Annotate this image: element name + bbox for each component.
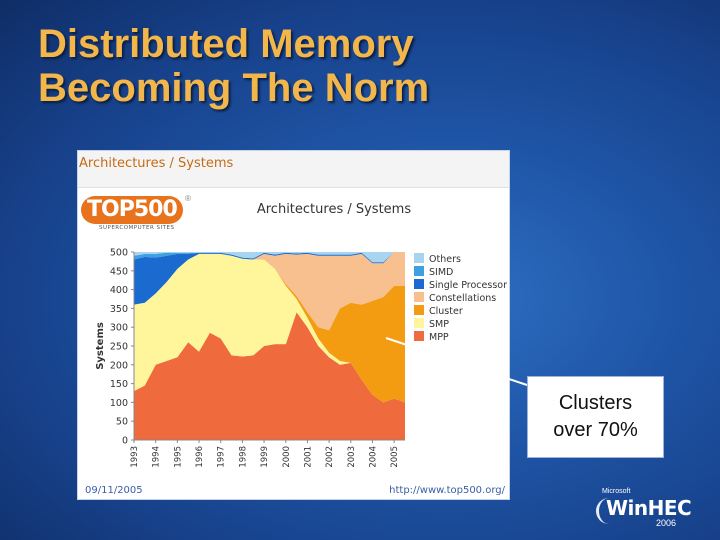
area-mpp: [134, 312, 405, 440]
footer-date: 09/11/2005: [85, 485, 143, 496]
x-tick-label: 2001: [303, 446, 313, 468]
callout-line1: Clusters: [558, 392, 633, 414]
legend-label-smp: SMP: [429, 319, 449, 330]
chart-title: Architectures / Systems: [257, 202, 411, 217]
legend-swatch-others: [414, 253, 424, 263]
panel-header-text: Architectures / Systems: [79, 156, 234, 171]
x-tick-label: 2002: [325, 446, 335, 468]
x-tick-label: 1995: [173, 446, 183, 468]
callout-box: Clusters over 70%: [527, 376, 664, 458]
legend-swatch-constellations: [414, 292, 424, 302]
callout-line: [385, 337, 528, 386]
legend-swatch-single-processor: [414, 279, 424, 289]
area-others: [134, 252, 405, 263]
top500-logo-mark: TOP500: [81, 196, 183, 224]
y-tick-label: 100: [110, 398, 128, 409]
legend-swatch-simd: [414, 266, 424, 276]
winhec-year: 2006: [656, 518, 677, 528]
x-tick-label: 1997: [217, 446, 227, 468]
x-tick-label: 2004: [368, 446, 378, 468]
legend-label-constellations: Constellations: [429, 293, 496, 304]
y-tick-label: 300: [110, 323, 128, 334]
callout-line2: over 70%: [553, 419, 638, 441]
y-tick-label: 400: [110, 285, 128, 296]
winhec-swoosh-icon: [596, 498, 611, 524]
x-tick-label: 1996: [195, 446, 205, 468]
legend-label-others: Others: [429, 254, 461, 265]
y-tick-label: 350: [110, 304, 128, 315]
registered-mark: ®: [185, 194, 191, 203]
axes-layer: 0 50 100 150 200 250 300 350 400 450 500 1993 1994 19…: [95, 248, 405, 468]
y-tick-label: 0: [122, 436, 128, 447]
y-tick-label: 150: [110, 379, 128, 390]
areas-layer: [134, 252, 405, 440]
winhec-label: WinHEC: [606, 496, 692, 520]
footer-url[interactable]: http://www.top500.org/: [389, 485, 505, 496]
area-smp: [134, 253, 405, 403]
legend-swatch-mpp: [414, 331, 424, 341]
legend-swatch-cluster: [414, 305, 424, 315]
y-tick-label: 200: [110, 360, 128, 371]
slide-title-line2: Becoming The Norm: [38, 66, 430, 110]
x-tick-label: 1994: [152, 446, 162, 468]
legend-layer: Others SIMD Single Processor Constellations…: [414, 253, 507, 343]
logo-subtitle: SUPERCOMPUTER SITES: [99, 225, 175, 231]
architectures-chart: Architectures / Systems 0 50 100 150 200 250 3…: [95, 202, 507, 468]
y-axis-label: Systems: [95, 322, 106, 370]
winhec-logo: Microsoft WinHEC 2006: [596, 484, 706, 530]
x-tick-label: 2003: [347, 446, 357, 468]
x-tick-label: 1999: [260, 446, 270, 468]
area-single-processor: [134, 252, 405, 305]
legend-label-simd: SIMD: [429, 267, 453, 278]
legend-swatch-smp: [414, 318, 424, 328]
slide-title-line1: Distributed Memory: [38, 22, 414, 66]
legend-label-mpp: MPP: [429, 332, 449, 343]
x-tick-label: 1998: [238, 446, 248, 468]
top500-logo: TOP500 ® SUPERCOMPUTER SITES: [81, 194, 193, 238]
area-constellations: [134, 252, 405, 331]
legend-label-cluster: Cluster: [429, 306, 463, 317]
y-tick-label: 250: [110, 342, 128, 353]
y-tick-label: 450: [110, 266, 128, 277]
x-tick-label: 2005: [390, 446, 400, 468]
panel-header: Architectures / Systems: [78, 151, 509, 188]
y-tick-label: 50: [116, 417, 128, 428]
x-tick-label: 1993: [130, 446, 140, 468]
slide-title: Distributed Memory Becoming The Norm: [38, 22, 429, 110]
chart-panel: Architectures / Systems TOP500 ® SUPERCO…: [77, 150, 510, 500]
x-tick-label: 2000: [282, 446, 292, 468]
legend-label-single-processor: Single Processor: [429, 280, 507, 291]
microsoft-label: Microsoft: [602, 488, 631, 495]
y-tick-label: 500: [110, 248, 128, 259]
area-cluster: [134, 253, 405, 403]
